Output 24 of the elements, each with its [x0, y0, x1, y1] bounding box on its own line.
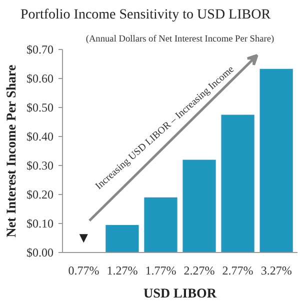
chart-title: Portfolio Income Sensitivity to USD LIBOR — [20, 8, 272, 22]
y-tick-label: $0.20 — [26, 188, 54, 202]
x-tick-label: 1.27% — [106, 264, 138, 278]
y-axis-title: Net Interest Income Per Share — [4, 64, 18, 238]
bar — [144, 197, 178, 252]
y-tick-label: $0.70 — [26, 42, 54, 56]
y-tick-label: $0.30 — [26, 158, 54, 172]
chart-subtitle: (Annual Dollars of Net Interest Income Per Share) — [86, 34, 274, 44]
y-tick-label: $0.60 — [26, 72, 54, 86]
annotation: ▼ — [76, 230, 91, 246]
x-tick-label: 0.77% — [68, 264, 100, 278]
x-tick-label: 2.27% — [184, 264, 215, 278]
x-tick-label: 1.77% — [145, 264, 176, 278]
bar — [221, 114, 254, 252]
x-axis-title: USD LIBOR — [144, 286, 217, 300]
y-tick-label: $0.50 — [26, 100, 54, 114]
bar — [260, 68, 293, 252]
y-tick-label: $0.40 — [26, 130, 54, 144]
x-tick-label: 2.77% — [222, 264, 254, 278]
y-tick-label: $0.00 — [26, 246, 54, 260]
y-tick-label: $0.10 — [26, 216, 54, 230]
bar — [182, 160, 216, 252]
bar — [106, 224, 139, 252]
x-tick-label: 3.27% — [260, 264, 292, 278]
